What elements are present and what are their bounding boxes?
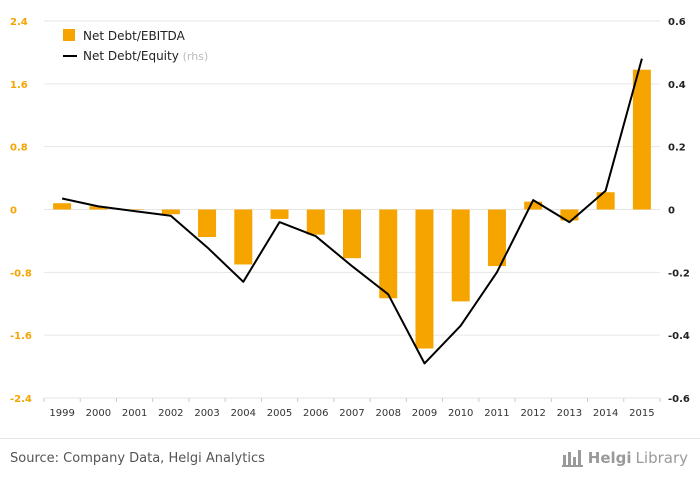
brand-name-b: Library — [635, 449, 688, 467]
y-axis-right-labels: 0.6 0.4 0.2 0 -0.2 -0.4 -0.6 — [668, 17, 690, 405]
library-icon — [561, 450, 583, 467]
x-tick-label: 2006 — [303, 408, 328, 419]
x-tick-label: 2000 — [86, 408, 111, 419]
line-series-net-debt-equity — [61, 58, 643, 365]
bar — [125, 209, 144, 210]
y-left-tick-label: 1.6 — [10, 80, 28, 91]
bar — [596, 192, 615, 210]
y-right-tick-label: -0.4 — [668, 331, 690, 342]
brand-logo: Helgi Library — [561, 449, 688, 467]
x-tick-label: 2013 — [557, 408, 582, 419]
x-tick-label: 2014 — [593, 408, 618, 419]
x-tick-label: 2004 — [231, 408, 256, 419]
brand-name-a: Helgi — [587, 449, 632, 467]
bar — [632, 69, 651, 210]
y-right-tick-label: 0 — [668, 206, 675, 217]
y-left-tick-label: -1.6 — [10, 331, 32, 342]
x-tick-label: 2002 — [158, 408, 183, 419]
bar — [524, 201, 543, 210]
bar — [451, 209, 470, 302]
x-tick-label: 1999 — [49, 408, 74, 419]
x-tick-label: 2010 — [448, 408, 473, 419]
bar — [161, 209, 180, 215]
bar — [487, 209, 506, 267]
y-left-tick-label: -2.4 — [10, 394, 32, 405]
bar — [270, 209, 289, 219]
chart: 2.4 1.6 0.8 0 -0.8 -1.6 -2.4 0.6 0.4 0.2 0 -0.2 -0.… — [10, 17, 690, 419]
y-axis-left-labels: 2.4 1.6 0.8 0 -0.8 -1.6 -2.4 — [10, 17, 32, 405]
y-right-tick-label: 0.2 — [668, 143, 686, 154]
x-axis-labels: 1999 2000 2001 2002 2003 2004 2005 2006 2007 2008… — [43, 398, 661, 419]
legend-label-bar: Net Debt/EBITDA — [83, 29, 186, 43]
x-tick-label: 2005 — [267, 408, 292, 419]
y-right-tick-label: 0.4 — [668, 80, 686, 91]
x-tick-label: 2015 — [629, 408, 654, 419]
x-tick-label: 2009 — [412, 408, 437, 419]
y-left-tick-label: 2.4 — [10, 17, 28, 28]
legend-label-line: Net Debt/Equity (rhs) — [83, 49, 208, 63]
x-tick-label: 2001 — [122, 408, 147, 419]
x-tick-label: 2003 — [194, 408, 219, 419]
bar — [379, 209, 398, 299]
bar — [306, 209, 325, 235]
bar — [234, 209, 253, 265]
bar — [415, 209, 434, 349]
bar — [53, 203, 72, 210]
bar — [560, 209, 579, 221]
source-text: Source: Company Data, Helgi Analytics — [10, 451, 265, 466]
gridlines — [44, 20, 660, 399]
bar — [89, 206, 108, 210]
x-tick-label: 2007 — [339, 408, 364, 419]
y-right-tick-label: 0.6 — [668, 17, 686, 28]
y-right-tick-label: -0.2 — [668, 268, 690, 279]
legend-swatch-bar — [63, 29, 75, 41]
bar — [198, 209, 217, 237]
legend: Net Debt/EBITDA Net Debt/Equity (rhs) — [63, 29, 208, 63]
bar-series-net-debt-ebitda — [53, 69, 651, 349]
footer: Source: Company Data, Helgi Analytics He… — [0, 438, 700, 484]
y-right-tick-label: -0.6 — [668, 394, 690, 405]
y-left-tick-label: -0.8 — [10, 268, 32, 279]
x-tick-label: 2008 — [376, 408, 401, 419]
y-left-tick-label: 0 — [10, 206, 17, 217]
x-tick-label: 2011 — [484, 408, 509, 419]
bar — [343, 209, 361, 259]
x-tick-label: 2012 — [520, 408, 545, 419]
y-left-tick-label: 0.8 — [10, 143, 28, 154]
